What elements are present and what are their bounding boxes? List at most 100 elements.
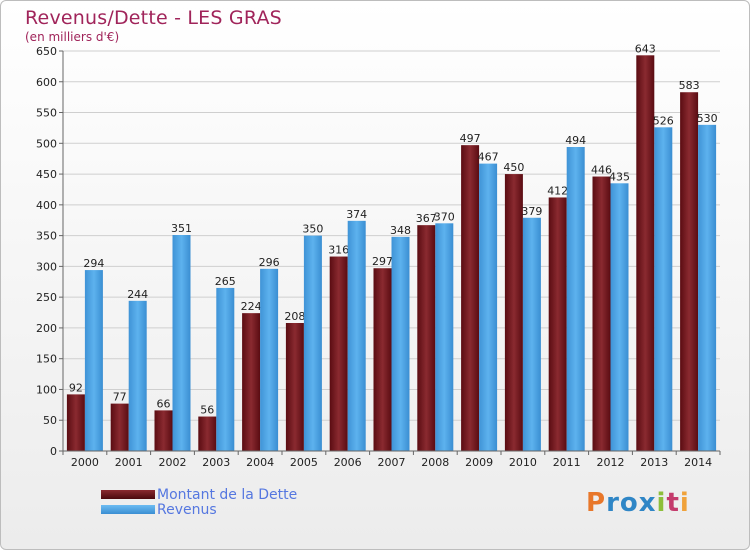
logo-letter: P	[586, 488, 607, 518]
data-label-debt: 297	[372, 255, 393, 268]
bar-debt	[373, 268, 392, 451]
y-tick-label: 50	[43, 414, 57, 427]
bar-revenus	[172, 235, 191, 451]
bar-debt	[66, 394, 85, 451]
x-tick-label: 2004	[246, 456, 274, 469]
data-label-revenus: 494	[565, 134, 586, 147]
data-label-debt: 56	[200, 404, 214, 417]
y-axis: 0 50 100 150 200 250 300 350 400 450 500 550 600 650	[36, 45, 64, 458]
bar-debt	[592, 176, 611, 452]
bar-revenus	[610, 183, 629, 452]
bar-revenus	[479, 163, 498, 451]
x-tick-label: 2006	[334, 456, 362, 469]
data-label-debt: 92	[69, 381, 83, 394]
data-label-revenus: 351	[171, 222, 192, 235]
x-tick-label: 2007	[378, 456, 406, 469]
x-tick-label: 2001	[115, 456, 143, 469]
x-tick-label: 2005	[290, 456, 318, 469]
bar-debt	[329, 256, 348, 451]
bar-chart: 050100150200250300350400450500550600650 …	[36, 42, 721, 469]
x-tick-label: 2000	[71, 456, 99, 469]
data-label-revenus: 530	[697, 112, 718, 125]
data-label-debt: 77	[113, 391, 127, 404]
data-label-debt: 450	[503, 161, 524, 174]
data-label-revenus: 348	[390, 224, 411, 237]
data-label-revenus: 350	[302, 223, 323, 236]
bars: 92 294 77 244 66 351 56 265 224 296 208 350 316 374 29…	[66, 42, 718, 452]
data-label-revenus: 265	[215, 275, 236, 288]
y-tick-label: 350	[36, 230, 57, 243]
data-label-debt: 497	[460, 132, 481, 145]
proxiti-logo: Proxiti	[586, 488, 690, 518]
legend-item-debt: Montant de la Dette	[101, 486, 298, 503]
bar-debt	[110, 403, 129, 451]
bar-debt	[198, 416, 217, 451]
x-tick-label: 2002	[159, 456, 187, 469]
y-tick-label: 600	[36, 76, 57, 89]
data-label-debt: 367	[416, 212, 437, 225]
data-label-debt: 583	[679, 79, 700, 92]
legend-item-revenus: Revenus	[101, 501, 297, 518]
data-label-revenus: 294	[83, 257, 104, 270]
y-tick-label: 400	[36, 199, 57, 212]
legend-label-revenus: Revenus	[157, 501, 217, 518]
data-label-debt: 208	[284, 310, 305, 323]
bar-debt	[504, 174, 523, 452]
bar-revenus	[698, 124, 717, 451]
y-tick-label: 200	[36, 322, 57, 335]
y-tick-label: 100	[36, 383, 57, 396]
data-label-revenus: 526	[653, 114, 674, 127]
bar-revenus	[522, 217, 541, 451]
bar-debt	[680, 92, 699, 451]
x-tick-label: 2008	[421, 456, 449, 469]
bar-debt	[285, 323, 304, 451]
y-tick-label: 250	[36, 291, 57, 304]
data-label-revenus: 296	[259, 256, 280, 269]
bar-revenus	[391, 236, 410, 451]
legend-label-debt: Montant de la Dette	[157, 486, 298, 503]
legend-swatch-revenus	[101, 505, 155, 514]
data-label-debt: 316	[328, 244, 349, 257]
bar-debt	[636, 55, 655, 452]
bar-revenus	[435, 223, 454, 451]
logo-letter: r	[606, 488, 620, 518]
bar-revenus	[347, 220, 366, 451]
y-tick-label: 450	[36, 168, 57, 181]
data-label-revenus: 379	[521, 205, 542, 218]
logo-letter: o	[619, 488, 639, 518]
x-tick-label: 2012	[597, 456, 625, 469]
y-tick-label: 500	[36, 137, 57, 150]
legend-swatch-debt	[101, 490, 155, 499]
data-label-revenus: 435	[609, 170, 630, 183]
y-tick-label: 550	[36, 107, 57, 120]
bar-debt	[548, 197, 567, 451]
bar-debt	[242, 313, 261, 451]
y-tick-label: 150	[36, 353, 57, 366]
data-label-debt: 446	[591, 164, 612, 177]
chart-subtitle: (en milliers d'€)	[25, 30, 120, 44]
y-tick-label: 300	[36, 260, 57, 273]
y-tick-label: 0	[50, 445, 57, 458]
bar-revenus	[303, 235, 322, 451]
logo-letter: t	[666, 488, 680, 518]
x-tick-label: 2009	[465, 456, 493, 469]
bar-debt	[154, 410, 173, 451]
data-label-debt: 224	[241, 300, 262, 313]
data-label-debt: 643	[635, 42, 656, 55]
bar-revenus	[128, 300, 147, 451]
logo-letter: i	[656, 488, 667, 518]
bar-debt	[417, 225, 436, 451]
logo-letter: x	[638, 488, 657, 518]
bar-revenus	[216, 287, 235, 451]
legend: Montant de la Dette Revenus	[101, 486, 298, 518]
data-label-revenus: 370	[434, 210, 455, 223]
data-label-revenus: 467	[478, 151, 499, 164]
data-label-revenus: 374	[346, 208, 367, 221]
data-label-revenus: 244	[127, 288, 148, 301]
data-label-debt: 66	[157, 397, 171, 410]
x-tick-label: 2010	[509, 456, 537, 469]
chart-title: Revenus/Dette - LES GRAS	[25, 7, 282, 29]
bar-revenus	[654, 127, 673, 452]
bar-revenus	[566, 147, 585, 451]
